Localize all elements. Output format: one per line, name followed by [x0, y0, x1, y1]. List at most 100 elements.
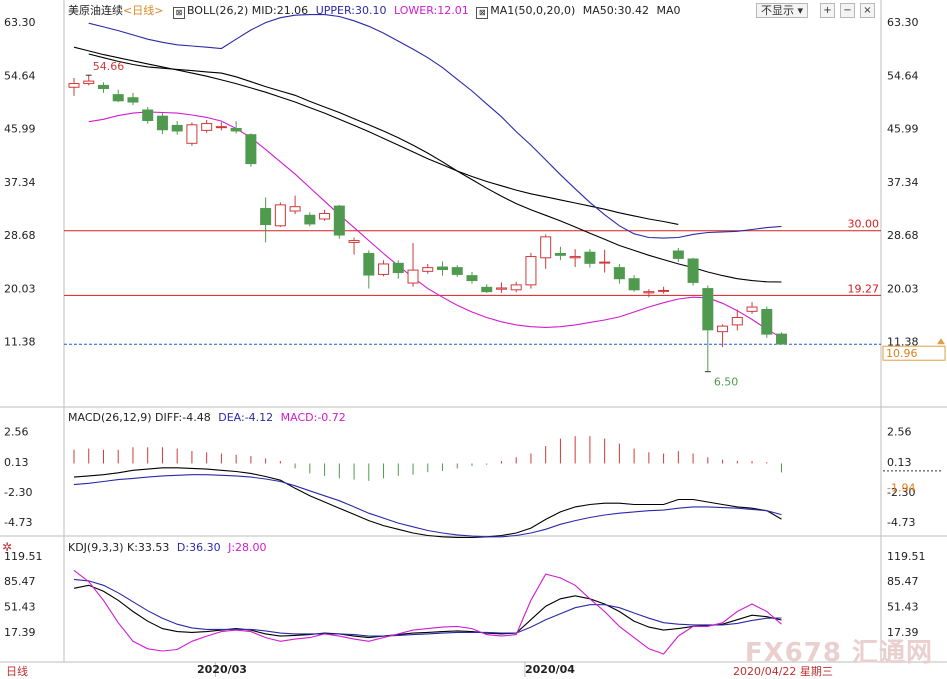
candle-body [437, 266, 448, 270]
macd-dea: DEA:-4.12 [218, 411, 274, 424]
candle-body [687, 258, 699, 283]
macd-value: MACD:-0.72 [280, 411, 346, 424]
candle-body [731, 317, 743, 326]
boll-icon[interactable]: ⊠ [172, 7, 185, 19]
candle-body [201, 123, 213, 131]
candle [274, 202, 286, 228]
candle [495, 282, 507, 293]
candle-body [761, 309, 773, 335]
kdj-d-line [73, 578, 782, 637]
candle-body [613, 267, 625, 280]
kdj-j: J:28.00 [228, 541, 267, 554]
instrument-name: 美原油连续 [68, 4, 123, 17]
candle [215, 122, 227, 131]
zoom-in-button[interactable]: + [820, 3, 835, 18]
level-line-label: 19.27 [848, 282, 880, 295]
candle [466, 271, 478, 284]
candle-body [746, 306, 758, 312]
macd-diff-line [73, 467, 782, 538]
candle-body [289, 206, 301, 212]
candle-body [776, 333, 788, 345]
price-tick-right: 20.03 [887, 282, 919, 295]
candle-body [451, 267, 463, 275]
gear-icon[interactable]: ✲ [2, 540, 13, 554]
price-tick-left: 37.34 [4, 176, 36, 189]
price-tick-right: 45.99 [887, 123, 919, 136]
macd-tick-right: -2.30 [887, 486, 915, 499]
candle [422, 263, 434, 274]
price-tick-right: 28.68 [887, 229, 919, 242]
kdj-tick-right: 119.51 [887, 550, 926, 563]
kdj-tick-left: 17.39 [4, 626, 36, 639]
boll-mid: MID:21.06 [251, 4, 309, 17]
ma50-line [73, 46, 679, 225]
candle [569, 249, 581, 268]
candle-body [628, 278, 640, 291]
candle-body [584, 251, 596, 264]
boll-upper: UPPER:30.10 [315, 4, 387, 17]
candle-body [83, 80, 95, 85]
candle-body [554, 252, 566, 256]
date-label-april: 2020/04 [525, 663, 575, 676]
price-tick-right: 63.30 [887, 16, 919, 29]
candle [510, 281, 522, 293]
candle-body [717, 325, 729, 333]
candle-body [672, 250, 684, 259]
boll-name: BOLL(26,2) [186, 4, 249, 17]
kdj-k: K:33.53 [127, 541, 170, 554]
price-tick-right: 37.34 [887, 176, 919, 189]
candle [127, 92, 139, 106]
macd-tick-right: 0.13 [887, 456, 912, 469]
macd-tick-right: -4.73 [887, 516, 915, 529]
candle-body [260, 208, 272, 226]
candle-body [422, 267, 434, 272]
kdj-tick-left: 119.51 [4, 550, 43, 563]
price-tick-right: 54.64 [887, 69, 919, 82]
candle-body [142, 109, 154, 122]
candle [717, 324, 729, 348]
candle [378, 260, 390, 277]
candle-body [97, 84, 109, 89]
price-tick-right: 11.38 [887, 336, 919, 349]
candle [451, 265, 463, 277]
candle-body [230, 128, 242, 132]
ma50-value: MA50:30.42 [582, 4, 649, 17]
candle [540, 234, 552, 269]
candle [672, 247, 684, 263]
candle-body [68, 83, 80, 88]
candle-body [319, 212, 331, 220]
price-tick-left: 20.03 [4, 282, 36, 295]
ma-icon[interactable]: ⊠ [476, 7, 489, 19]
period-label[interactable]: 日线 [6, 665, 28, 678]
candle-body [481, 286, 493, 293]
chevron-down-icon: ▾ [797, 4, 804, 17]
candle-body [112, 94, 124, 102]
candle [687, 257, 699, 286]
candle [392, 260, 404, 279]
candle-body [392, 262, 404, 274]
arrow-up-icon [937, 338, 945, 345]
date-label-march: 2020/03 [197, 663, 247, 676]
kdj-k-line [73, 584, 782, 639]
candle [230, 121, 242, 134]
candle [776, 332, 788, 345]
close-button[interactable]: × [860, 3, 875, 18]
zoom-out-button[interactable]: − [840, 3, 855, 18]
hide-indicator-button[interactable]: 不显示 ▾ [756, 3, 809, 18]
macd-tick-left: 0.13 [4, 456, 29, 469]
candle-body [156, 115, 168, 131]
candle [599, 249, 611, 273]
last-price-box [882, 345, 946, 361]
candle-body [466, 275, 478, 282]
candle-body [378, 263, 390, 275]
candle [525, 252, 537, 289]
candle [554, 246, 566, 261]
candle [201, 119, 213, 133]
period-tag[interactable]: <日线> [123, 4, 164, 17]
kdj-tick-right: 17.39 [887, 626, 919, 639]
last-price-label: 10.96 [886, 347, 918, 360]
boll-lower: LOWER:12.01 [393, 4, 469, 17]
candle-body [407, 269, 419, 284]
candle-body [127, 97, 139, 103]
